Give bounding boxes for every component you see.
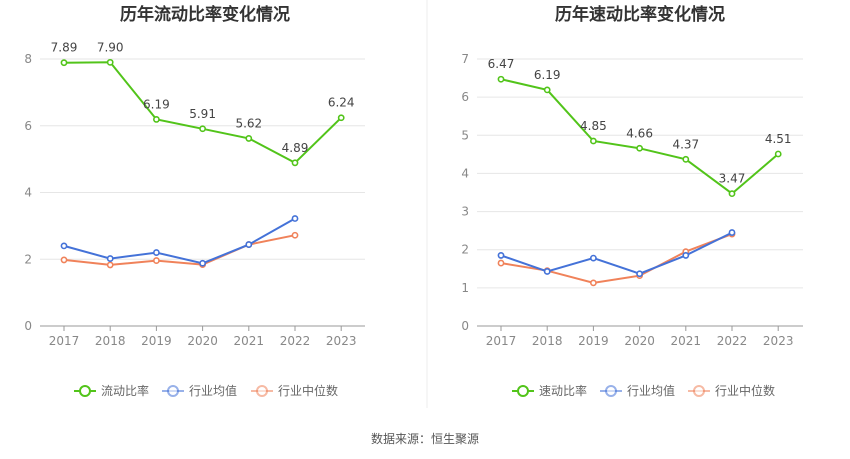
y-tick-label: 4 <box>461 166 469 180</box>
main-series-point <box>682 155 690 163</box>
data-label: 4.66 <box>626 126 653 140</box>
legend-label: 速动比率 <box>539 383 587 398</box>
industry-average-series-point <box>60 242 68 250</box>
data-label: 5.62 <box>235 116 262 130</box>
main-series-point <box>636 144 643 152</box>
legend-marker <box>605 385 617 397</box>
main-series-point <box>774 150 782 158</box>
source-note: 数据来源：恒生聚源 <box>371 431 479 446</box>
y-tick-label: 1 <box>461 281 469 295</box>
industry-average-series-point <box>728 229 736 236</box>
data-label: 7.90 <box>97 40 124 54</box>
current-ratio-chart: 历年流动比率变化情况 0 2 4 6 8 2017 2018 2019 2020 2021 2022 2… <box>24 4 365 398</box>
legend-marker <box>517 385 529 397</box>
y-tick-label: 5 <box>461 128 469 142</box>
data-label: 6.19 <box>534 68 561 82</box>
legend-label: 流动比率 <box>101 383 149 398</box>
y-tick-label: 4 <box>24 186 32 200</box>
industry-average-series-point <box>497 252 505 259</box>
main-series-point <box>291 159 299 167</box>
data-label: 4.51 <box>765 132 792 146</box>
data-label: 6.47 <box>488 57 515 71</box>
data-label: 3.47 <box>719 172 746 186</box>
y-tick-label: 6 <box>461 90 469 104</box>
legend-marker <box>256 385 268 397</box>
x-tick-label: 2020 <box>624 334 655 348</box>
data-label: 6.19 <box>143 97 170 111</box>
main-series-point <box>106 58 114 66</box>
industry-average-series-line <box>500 231 733 275</box>
industry-median-series-point <box>497 259 505 267</box>
legend-marker <box>693 385 705 397</box>
industry-median-series-line <box>500 233 733 284</box>
industry-median-series-point <box>60 256 68 264</box>
y-tick-label: 6 <box>24 119 32 133</box>
data-label: 5.91 <box>189 107 216 121</box>
industry-median-series-point <box>152 257 160 264</box>
industry-median-series-line <box>63 234 296 266</box>
x-tick-label: 2019 <box>578 334 609 348</box>
main-series-point <box>152 116 160 123</box>
y-tick-label: 2 <box>24 252 32 266</box>
x-tick-label: 2021 <box>671 334 702 348</box>
industry-average-series-point <box>636 270 643 278</box>
main-series-point <box>199 125 206 133</box>
industry-average-series-point <box>590 254 597 262</box>
x-tick-label: 2017 <box>486 334 517 348</box>
x-tick-label: 2023 <box>763 334 794 348</box>
data-label: 4.89 <box>282 141 309 155</box>
y-tick-label: 0 <box>24 319 32 333</box>
main-series-point <box>245 135 253 142</box>
quick-ratio-chart: 历年速动比率变化情况 0 1 2 3 4 5 6 7 2017 2018 2019 2020 2021 20… <box>461 4 803 398</box>
main-series-point <box>543 86 551 94</box>
industry-average-series-point <box>543 268 551 275</box>
x-tick-label: 2018 <box>532 334 563 348</box>
y-tick-label: 7 <box>461 52 469 66</box>
main-series-point <box>728 190 736 198</box>
industry-median-series-point <box>590 279 597 287</box>
legend-label: 行业中位数 <box>278 383 338 398</box>
legend-label: 行业均值 <box>627 383 675 398</box>
main-series-point <box>497 75 505 83</box>
industry-average-series-point <box>106 255 114 262</box>
x-tick-label: 2019 <box>141 334 172 348</box>
industry-average-series-point <box>291 215 299 222</box>
x-tick-label: 2021 <box>234 334 265 348</box>
y-tick-label: 8 <box>24 52 32 66</box>
main-series-point <box>590 137 597 145</box>
industry-average-series-point <box>682 252 690 259</box>
legend-label: 行业中位数 <box>715 383 775 398</box>
x-tick-label: 2022 <box>280 334 311 348</box>
legend-marker <box>79 385 91 397</box>
industry-average-series-point <box>245 241 253 248</box>
chart-title: 历年速动比率变化情况 <box>555 4 725 25</box>
data-label: 7.89 <box>51 41 78 55</box>
y-tick-label: 3 <box>461 205 469 219</box>
industry-median-series-point <box>106 261 114 269</box>
industry-median-series-point <box>291 231 299 239</box>
main-series-point <box>337 114 345 122</box>
y-tick-label: 2 <box>461 243 469 257</box>
x-tick-label: 2018 <box>95 334 126 348</box>
legend-marker <box>167 385 179 397</box>
chart-title: 历年流动比率变化情况 <box>120 4 290 25</box>
y-tick-label: 0 <box>461 319 469 333</box>
x-tick-label: 2023 <box>326 334 357 348</box>
data-label: 4.37 <box>672 137 699 151</box>
industry-average-series-point <box>152 249 160 256</box>
legend-label: 行业均值 <box>189 383 237 398</box>
industry-average-series-point <box>199 259 206 267</box>
main-series-point <box>60 59 68 67</box>
x-tick-label: 2020 <box>187 334 218 348</box>
data-label: 4.85 <box>580 119 607 133</box>
industry-average-series-line <box>63 217 296 265</box>
x-tick-label: 2017 <box>49 334 80 348</box>
data-label: 6.24 <box>328 96 355 110</box>
x-tick-label: 2022 <box>717 334 748 348</box>
